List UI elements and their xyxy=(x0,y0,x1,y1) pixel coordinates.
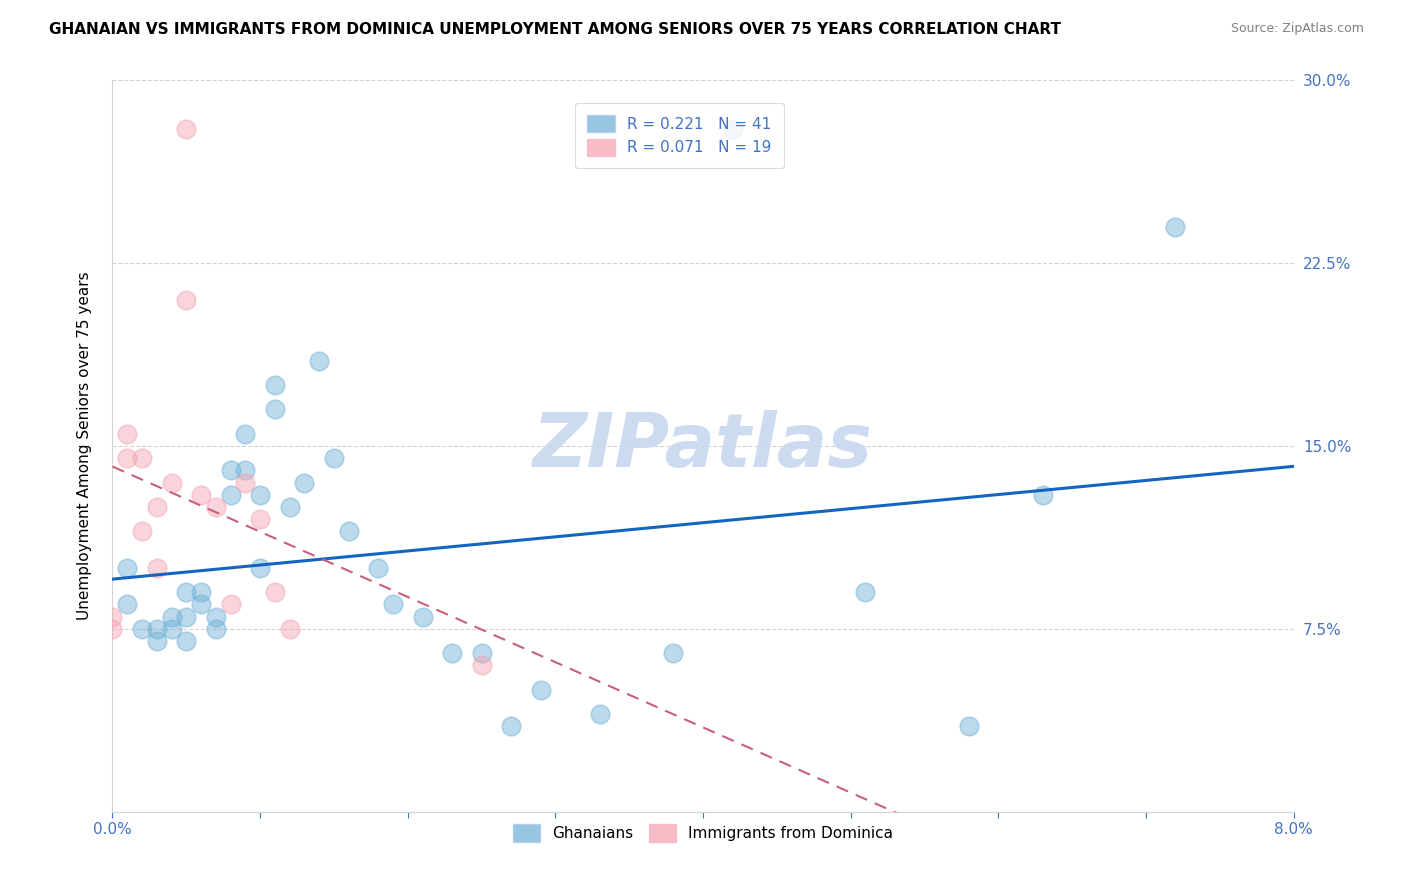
Point xyxy=(249,561,271,575)
Point xyxy=(160,475,183,490)
Point xyxy=(190,585,212,599)
Point xyxy=(190,488,212,502)
Point xyxy=(131,451,153,466)
Point xyxy=(174,609,197,624)
Point xyxy=(501,719,523,733)
Point xyxy=(233,426,256,441)
Point xyxy=(131,622,153,636)
Point xyxy=(529,682,551,697)
Point xyxy=(205,622,228,636)
Point xyxy=(1032,488,1054,502)
Point xyxy=(174,293,197,307)
Point xyxy=(205,500,228,514)
Point xyxy=(249,512,271,526)
Point xyxy=(1164,219,1187,234)
Point xyxy=(264,378,287,392)
Point xyxy=(662,646,685,660)
Point xyxy=(441,646,464,660)
Point xyxy=(146,500,169,514)
Point xyxy=(853,585,877,599)
Point xyxy=(219,488,242,502)
Point xyxy=(146,622,169,636)
Text: ZIPatlas: ZIPatlas xyxy=(533,409,873,483)
Point xyxy=(117,561,138,575)
Point xyxy=(101,609,124,624)
Point xyxy=(117,598,138,612)
Point xyxy=(957,719,980,733)
Point xyxy=(588,707,610,722)
Point xyxy=(101,622,124,636)
Point xyxy=(117,426,138,441)
Point xyxy=(323,451,346,466)
Point xyxy=(146,561,169,575)
Point xyxy=(337,524,360,539)
Point xyxy=(131,524,153,539)
Y-axis label: Unemployment Among Seniors over 75 years: Unemployment Among Seniors over 75 years xyxy=(77,272,91,620)
Point xyxy=(264,585,287,599)
Point xyxy=(721,122,744,136)
Point xyxy=(412,609,434,624)
Point xyxy=(382,598,405,612)
Point xyxy=(308,353,330,368)
Text: GHANAIAN VS IMMIGRANTS FROM DOMINICA UNEMPLOYMENT AMONG SENIORS OVER 75 YEARS CO: GHANAIAN VS IMMIGRANTS FROM DOMINICA UNE… xyxy=(49,22,1062,37)
Point xyxy=(160,609,183,624)
Point xyxy=(160,622,183,636)
Point xyxy=(278,500,301,514)
Text: Source: ZipAtlas.com: Source: ZipAtlas.com xyxy=(1230,22,1364,36)
Point xyxy=(174,122,197,136)
Point xyxy=(205,609,228,624)
Point xyxy=(367,561,389,575)
Point xyxy=(278,622,301,636)
Point xyxy=(174,585,197,599)
Point xyxy=(219,598,242,612)
Legend: Ghanaians, Immigrants from Dominica: Ghanaians, Immigrants from Dominica xyxy=(506,818,900,848)
Point xyxy=(117,451,138,466)
Point xyxy=(190,598,212,612)
Point xyxy=(292,475,315,490)
Point xyxy=(233,463,256,477)
Point xyxy=(249,488,271,502)
Point xyxy=(219,463,242,477)
Point xyxy=(174,634,197,648)
Point xyxy=(233,475,256,490)
Point xyxy=(471,646,494,660)
Point xyxy=(471,658,494,673)
Point xyxy=(264,402,287,417)
Point xyxy=(146,634,169,648)
